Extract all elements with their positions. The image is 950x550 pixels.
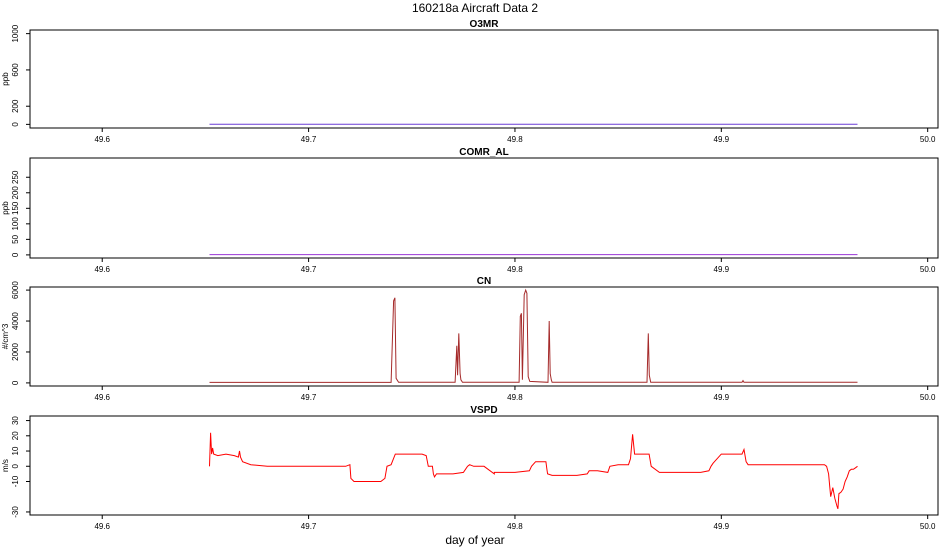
x-tick-label-comr-al: 49.6 [94,265,110,274]
panel-frame-vspd [29,415,939,516]
y-tick-label-cn: 2000 [11,343,20,361]
figure-x-axis-label: day of year [445,533,504,547]
x-tick-label-cn: 50.0 [920,393,936,402]
series-line-cn [209,288,858,383]
x-tick-label-o3mr: 49.9 [714,135,730,144]
x-tick-label-comr-al: 49.8 [507,265,523,274]
y-axis-label-vspd: m/s [1,459,10,472]
y-tick-label-comr-al: 50 [11,234,20,243]
y-tick-label-cn: 0 [11,380,20,385]
x-tick-label-cn: 49.7 [301,393,317,402]
y-tick-label-cn: 4000 [11,312,20,330]
x-tick-label-vspd: 49.9 [714,522,730,531]
x-tick-label-o3mr: 49.8 [507,135,523,144]
y-tick-label-comr-al: 150 [11,201,20,215]
x-tick-label-cn: 49.9 [714,393,730,402]
y-tick-label-o3mr: 600 [11,63,20,77]
x-tick-label-vspd: 49.6 [94,522,110,531]
panel-title-comr-al: COMR_AL [459,147,508,158]
panel-frame-cn [29,286,939,387]
x-tick-label-o3mr: 50.0 [920,135,936,144]
y-tick-label-o3mr: 0 [11,122,20,127]
y-tick-label-vspd: 30 [11,416,20,425]
y-axis-label-o3mr: ppb [1,72,10,86]
y-axis-label-comr-al: ppb [1,201,10,215]
y-tick-label-vspd: 0 [11,463,20,468]
x-tick-label-vspd: 50.0 [920,522,936,531]
panel-title-o3mr: O3MR [470,19,500,30]
figure-title: 160218a Aircraft Data 2 [412,1,538,15]
x-tick-label-comr-al: 50.0 [920,265,936,274]
y-tick-label-cn: 6000 [11,281,20,299]
y-axis-label-cn: #/cm^3 [1,323,10,349]
y-tick-label-comr-al: 200 [11,186,20,200]
panel-title-vspd: VSPD [470,405,497,416]
x-tick-label-cn: 49.6 [94,393,110,402]
y-tick-label-vspd: 10 [11,446,20,455]
y-tick-label-comr-al: 100 [11,217,20,231]
y-tick-label-vspd: -10 [11,475,20,487]
y-tick-label-o3mr: 1000 [11,24,20,42]
y-tick-label-comr-al: 250 [11,170,20,184]
y-tick-label-vspd: -30 [11,506,20,518]
x-tick-label-vspd: 49.7 [301,522,317,531]
x-tick-label-o3mr: 49.6 [94,135,110,144]
panel-frame-o3mr [29,29,939,129]
x-tick-label-comr-al: 49.9 [714,265,730,274]
series-line-vspd [209,432,858,510]
panel-frame-comr-al [29,157,939,259]
panel-title-cn: CN [477,276,491,287]
y-tick-label-comr-al: 0 [11,252,20,257]
x-tick-label-cn: 49.8 [507,393,523,402]
x-tick-label-comr-al: 49.7 [301,265,317,274]
x-tick-label-o3mr: 49.7 [301,135,317,144]
y-tick-label-o3mr: 200 [11,99,20,113]
y-tick-label-vspd: 20 [11,431,20,440]
x-tick-label-vspd: 49.8 [507,522,523,531]
